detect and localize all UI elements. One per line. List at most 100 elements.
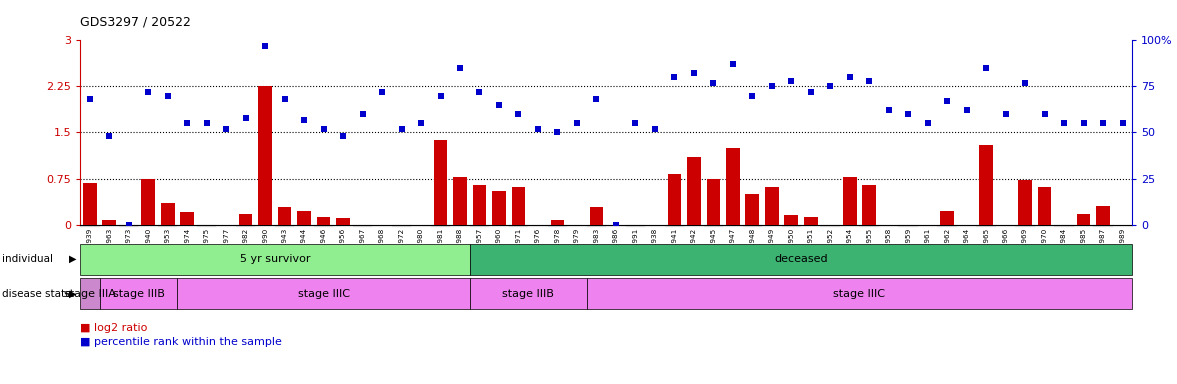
Bar [645,225,665,227]
Bar [859,225,879,227]
Bar [512,187,525,225]
Bar [431,225,451,227]
Bar [996,225,1016,227]
Point [743,93,762,99]
Point [1113,120,1132,126]
Bar [1035,225,1055,227]
Bar [918,225,937,227]
Bar [1112,225,1132,227]
Point [158,93,177,99]
Bar [723,225,743,227]
Bar [1077,214,1090,225]
Bar [528,225,547,227]
Text: stage IIIA: stage IIIA [64,289,115,299]
Bar [745,194,759,225]
Bar [239,214,253,225]
Point [255,43,274,49]
Point [470,89,488,95]
Text: 5 yr survivor: 5 yr survivor [240,254,311,264]
Bar [353,225,372,227]
Bar [665,225,684,227]
Point [724,61,743,67]
Bar [704,225,723,227]
Point [820,83,839,89]
Point [704,79,723,86]
Point [528,126,547,132]
Bar [317,217,331,225]
Text: individual: individual [2,254,53,264]
Point [645,126,664,132]
Point [490,102,508,108]
Point [918,120,937,126]
Bar [626,225,645,227]
Bar [1096,206,1110,225]
Text: ■ percentile rank within the sample: ■ percentile rank within the sample [80,337,282,347]
Text: stage IIIC: stage IIIC [298,289,350,299]
Bar [492,191,506,225]
Text: ▶: ▶ [69,254,77,264]
Bar [119,225,139,227]
Bar [743,225,762,227]
Bar [1016,225,1035,227]
Point [859,78,878,84]
Bar [294,225,314,227]
Bar [551,220,564,225]
Bar [258,86,272,225]
Bar [667,174,681,225]
Bar [298,211,311,225]
Bar [178,225,197,227]
Point [373,89,392,95]
Point [1035,111,1053,117]
Point [139,89,158,95]
Text: stage IIIC: stage IIIC [833,289,885,299]
Bar [726,148,739,225]
Point [119,222,138,228]
Point [626,120,645,126]
Bar [879,225,898,227]
Text: deceased: deceased [774,254,827,264]
Text: disease state: disease state [2,289,72,299]
Point [451,65,470,71]
Text: stage IIIB: stage IIIB [113,289,165,299]
Point [392,126,411,132]
Bar [547,225,567,227]
Point [957,107,976,113]
Bar [977,225,996,227]
Bar [804,217,818,225]
Bar [337,218,350,225]
Bar [139,225,158,227]
Point [178,120,197,126]
Point [333,133,352,139]
Text: ▶: ▶ [69,289,77,299]
Point [567,120,586,126]
Bar [1055,225,1073,227]
Bar [392,225,411,227]
Bar [158,225,178,227]
Bar [784,215,798,225]
Point [977,65,996,71]
Bar [197,225,217,227]
Point [684,70,703,76]
Bar [275,225,294,227]
Bar [314,225,333,227]
Bar [372,225,392,227]
Point [198,120,217,126]
Bar [606,225,626,227]
Point [548,129,567,136]
Bar [1038,187,1051,225]
Bar [687,157,700,225]
Bar [843,177,857,225]
Bar [453,177,467,225]
Bar [957,225,977,227]
Bar [433,140,447,225]
Bar [508,225,528,227]
Point [431,93,450,99]
Point [879,107,898,113]
Bar [840,225,859,227]
Bar [470,225,490,227]
Bar [898,225,918,227]
Bar [684,225,704,227]
Bar [255,225,275,227]
Bar [235,225,255,227]
Point [1075,120,1093,126]
